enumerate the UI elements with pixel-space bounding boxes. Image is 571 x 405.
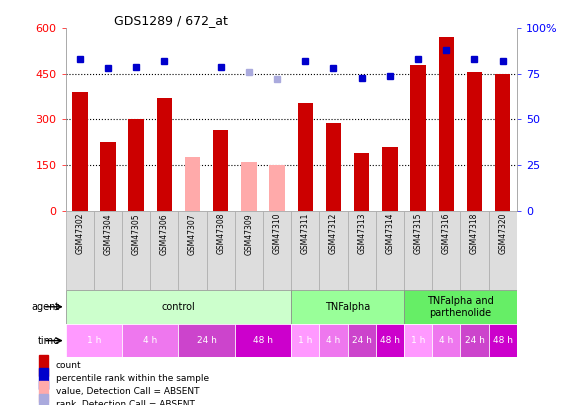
Text: agent: agent <box>32 302 60 312</box>
Text: GSM47316: GSM47316 <box>442 213 451 254</box>
Bar <box>325 122 341 211</box>
Text: GSM47314: GSM47314 <box>385 213 395 254</box>
Bar <box>39 381 48 402</box>
Bar <box>495 74 510 211</box>
Text: GSM47310: GSM47310 <box>272 213 282 254</box>
Text: GSM47312: GSM47312 <box>329 213 338 254</box>
Bar <box>291 324 319 357</box>
Text: value, Detection Call = ABSENT: value, Detection Call = ABSENT <box>56 387 199 396</box>
Text: 1 h: 1 h <box>298 336 312 345</box>
Text: count: count <box>56 360 82 370</box>
Text: 48 h: 48 h <box>493 336 513 345</box>
Bar <box>66 290 291 324</box>
Text: GSM47315: GSM47315 <box>413 213 423 254</box>
Bar <box>213 130 228 211</box>
Bar <box>319 324 348 357</box>
Bar <box>156 98 172 211</box>
Text: GSM47306: GSM47306 <box>160 213 169 255</box>
Text: TNFalpha and
parthenolide: TNFalpha and parthenolide <box>427 296 494 318</box>
Bar <box>235 211 263 290</box>
Bar <box>66 211 94 290</box>
Bar <box>489 211 517 290</box>
Text: time: time <box>38 336 60 345</box>
Bar <box>376 324 404 357</box>
Text: GSM47313: GSM47313 <box>357 213 366 254</box>
Bar <box>439 37 454 211</box>
Bar <box>291 290 404 324</box>
Bar <box>241 162 257 211</box>
Bar <box>178 211 207 290</box>
Bar <box>404 290 517 324</box>
Text: GSM47308: GSM47308 <box>216 213 225 254</box>
Bar <box>39 368 48 389</box>
Bar <box>122 324 178 357</box>
Bar <box>128 119 144 211</box>
Bar <box>404 324 432 357</box>
Text: GSM47311: GSM47311 <box>301 213 310 254</box>
Bar <box>411 65 426 211</box>
Bar <box>185 158 200 211</box>
Text: 24 h: 24 h <box>465 336 484 345</box>
Text: 4 h: 4 h <box>143 336 158 345</box>
Bar <box>376 211 404 290</box>
Text: GSM47309: GSM47309 <box>244 213 254 255</box>
Text: TNFalpha: TNFalpha <box>325 302 370 312</box>
Bar <box>354 153 369 211</box>
Bar <box>66 324 122 357</box>
Bar <box>460 324 489 357</box>
Bar <box>382 147 397 211</box>
Text: GSM47302: GSM47302 <box>75 213 85 254</box>
Bar <box>72 92 87 211</box>
Bar <box>235 324 291 357</box>
Bar <box>270 165 285 211</box>
Text: 4 h: 4 h <box>327 336 341 345</box>
Text: rank, Detection Call = ABSENT: rank, Detection Call = ABSENT <box>56 400 195 405</box>
Text: GSM47304: GSM47304 <box>103 213 112 255</box>
Bar <box>207 211 235 290</box>
Bar <box>432 211 460 290</box>
Text: GSM47320: GSM47320 <box>498 213 507 254</box>
Text: 48 h: 48 h <box>380 336 400 345</box>
Text: GSM47318: GSM47318 <box>470 213 479 254</box>
Bar <box>178 324 235 357</box>
Text: GDS1289 / 672_at: GDS1289 / 672_at <box>114 14 228 27</box>
Bar <box>404 211 432 290</box>
Text: 1 h: 1 h <box>411 336 425 345</box>
Bar <box>39 355 48 376</box>
Text: 24 h: 24 h <box>352 336 372 345</box>
Text: percentile rank within the sample: percentile rank within the sample <box>56 374 209 383</box>
Text: GSM47305: GSM47305 <box>132 213 140 255</box>
Bar <box>39 394 48 405</box>
Bar <box>100 142 116 211</box>
Bar <box>467 72 482 211</box>
Text: 24 h: 24 h <box>196 336 216 345</box>
Bar <box>150 211 178 290</box>
Bar <box>348 324 376 357</box>
Text: 48 h: 48 h <box>253 336 273 345</box>
Bar <box>460 211 489 290</box>
Bar <box>94 211 122 290</box>
Bar <box>263 211 291 290</box>
Bar <box>297 103 313 211</box>
Text: control: control <box>162 302 195 312</box>
Text: 4 h: 4 h <box>439 336 453 345</box>
Bar <box>291 211 319 290</box>
Bar <box>432 324 460 357</box>
Text: 1 h: 1 h <box>87 336 101 345</box>
Text: GSM47307: GSM47307 <box>188 213 197 255</box>
Bar <box>319 211 348 290</box>
Bar <box>122 211 150 290</box>
Bar <box>348 211 376 290</box>
Bar <box>489 324 517 357</box>
